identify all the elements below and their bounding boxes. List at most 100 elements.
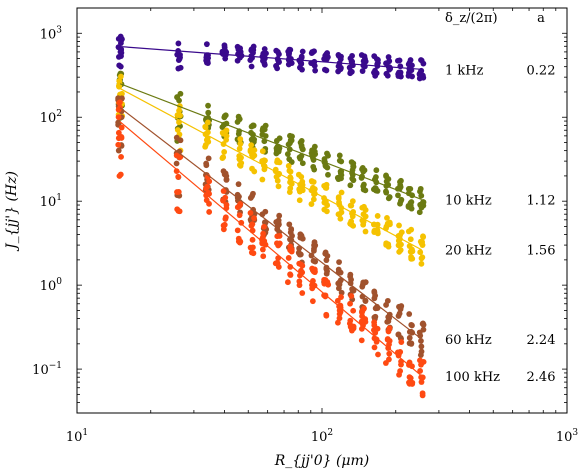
data-point bbox=[348, 159, 355, 165]
data-point bbox=[336, 152, 343, 159]
data-point bbox=[386, 65, 393, 71]
data-point bbox=[236, 153, 243, 159]
data-point bbox=[285, 162, 292, 169]
data-point bbox=[237, 200, 244, 207]
data-point bbox=[397, 304, 404, 311]
data-point bbox=[347, 317, 354, 324]
data-point bbox=[249, 151, 256, 158]
data-point bbox=[251, 168, 258, 175]
data-point bbox=[336, 315, 343, 322]
data-point bbox=[219, 155, 226, 162]
tick-labels: 101 102 103 10−1 100 101 102 103 bbox=[32, 25, 578, 445]
data-point bbox=[176, 55, 183, 62]
data-point bbox=[287, 271, 293, 278]
data-point bbox=[323, 51, 330, 58]
data-point bbox=[205, 102, 211, 109]
data-point bbox=[249, 227, 256, 234]
data-point bbox=[347, 323, 354, 330]
data-point bbox=[406, 340, 413, 347]
data-point bbox=[296, 278, 303, 285]
data-point bbox=[418, 379, 425, 385]
data-point bbox=[222, 194, 229, 201]
data-point bbox=[418, 374, 425, 381]
data-point bbox=[287, 247, 294, 253]
data-point bbox=[396, 222, 402, 229]
data-point bbox=[358, 337, 365, 344]
series-exponent: 2.46 bbox=[527, 370, 556, 385]
data-point bbox=[338, 209, 345, 216]
data-point bbox=[205, 109, 212, 116]
data-point bbox=[221, 221, 228, 228]
data-point bbox=[289, 133, 295, 140]
data-point bbox=[309, 178, 315, 185]
data-point bbox=[288, 226, 295, 233]
data-point bbox=[386, 341, 392, 348]
data-point bbox=[359, 68, 366, 74]
data-point bbox=[286, 50, 293, 56]
data-point bbox=[406, 60, 413, 66]
data-point bbox=[298, 61, 305, 67]
fit-line bbox=[119, 121, 422, 377]
data-point bbox=[386, 350, 393, 357]
data-point bbox=[221, 113, 228, 119]
data-point bbox=[386, 194, 393, 200]
data-point bbox=[261, 46, 268, 52]
data-point bbox=[397, 200, 403, 207]
data-point bbox=[324, 202, 331, 209]
data-point bbox=[386, 356, 392, 363]
data-point bbox=[409, 248, 416, 255]
data-point bbox=[372, 313, 379, 320]
data-point bbox=[115, 135, 122, 142]
y-tick-label: 100 bbox=[40, 277, 63, 294]
data-point bbox=[362, 228, 369, 235]
data-point bbox=[221, 148, 228, 155]
data-point bbox=[374, 213, 381, 219]
fit-line bbox=[120, 45, 422, 70]
data-point bbox=[297, 139, 304, 146]
data-point bbox=[398, 177, 404, 184]
data-point bbox=[299, 187, 306, 194]
data-point bbox=[385, 243, 392, 250]
data-point bbox=[310, 184, 316, 191]
data-point bbox=[250, 49, 256, 56]
data-point bbox=[309, 285, 316, 292]
data-point bbox=[220, 168, 227, 175]
data-point bbox=[234, 57, 241, 64]
data-point bbox=[336, 311, 343, 317]
data-point bbox=[325, 152, 331, 159]
data-point bbox=[289, 232, 295, 239]
y-tick-label: 103 bbox=[40, 25, 63, 42]
data-point bbox=[288, 237, 295, 244]
data-point bbox=[259, 158, 266, 164]
data-point bbox=[386, 58, 393, 65]
data-point bbox=[275, 58, 282, 65]
data-point bbox=[274, 177, 281, 184]
data-point bbox=[311, 245, 317, 252]
series-10-khz bbox=[115, 70, 427, 216]
data-point bbox=[311, 48, 317, 55]
data-point bbox=[221, 42, 228, 49]
series-exponent: 0.22 bbox=[527, 63, 556, 78]
data-point bbox=[238, 219, 245, 226]
data-point bbox=[406, 374, 413, 381]
x-tick-label: 101 bbox=[66, 428, 88, 445]
legend-header-exponent: a bbox=[537, 11, 545, 26]
data-point bbox=[334, 297, 341, 304]
axis-ticks bbox=[76, 7, 567, 414]
data-point bbox=[420, 321, 427, 328]
data-point bbox=[205, 155, 212, 162]
data-point bbox=[276, 51, 282, 58]
data-point bbox=[309, 298, 316, 305]
data-point bbox=[418, 337, 424, 344]
data-point bbox=[223, 176, 230, 183]
data-point bbox=[350, 177, 357, 184]
data-point bbox=[395, 71, 402, 77]
data-point bbox=[309, 147, 315, 154]
data-point bbox=[310, 196, 317, 203]
data-point bbox=[361, 203, 367, 210]
data-point bbox=[251, 215, 257, 222]
data-point bbox=[338, 289, 345, 296]
data-point bbox=[274, 159, 280, 166]
data-point bbox=[335, 195, 342, 202]
data-point bbox=[247, 146, 254, 153]
